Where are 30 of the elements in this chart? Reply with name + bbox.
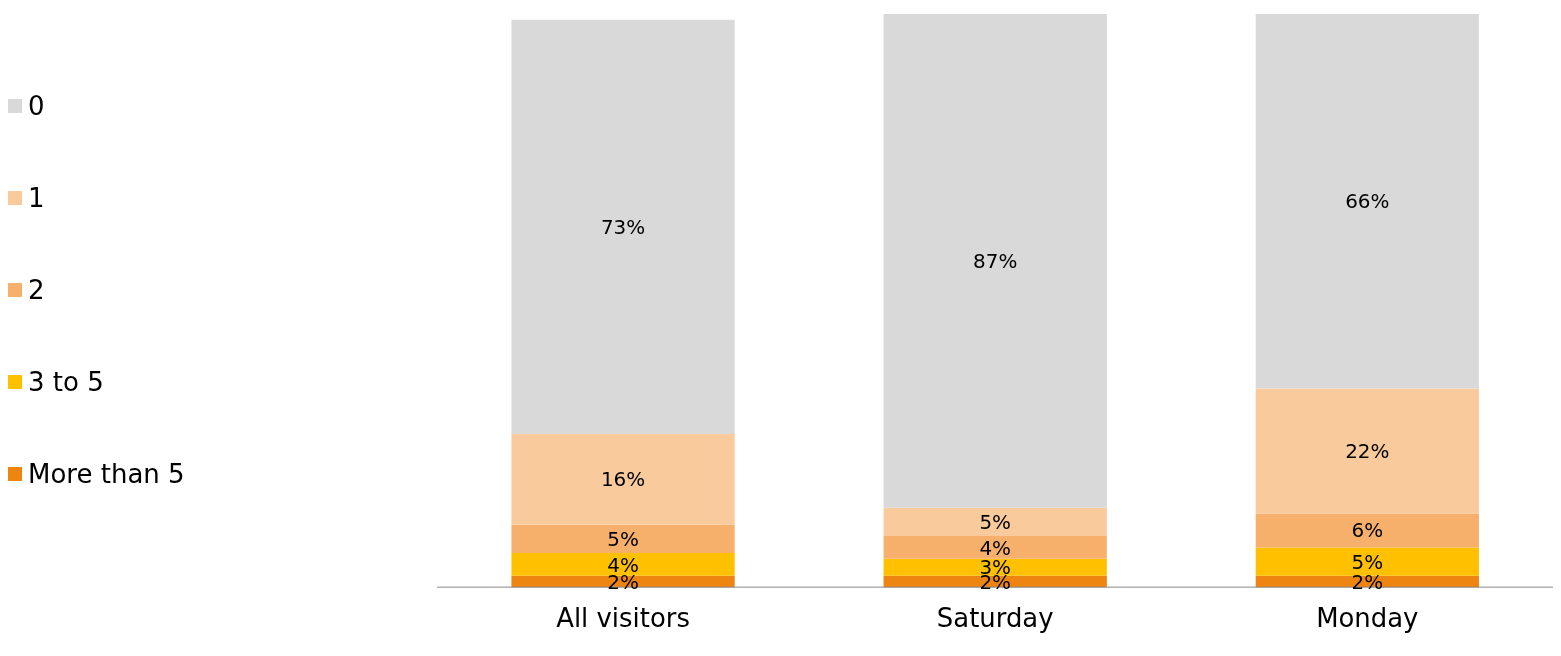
bar [511,553,735,576]
x-tick-label: All visitors [555,603,690,634]
data-label: 5% [1351,550,1383,574]
bar [883,536,1107,559]
legend-label: More than 5 [28,459,185,489]
data-label: 5% [606,528,639,551]
bar [1255,14,1479,389]
legend-label: 3 to 5 [28,367,104,397]
data-label: 87% [972,249,1017,273]
bar [1255,547,1479,576]
data-label: 16% [600,468,645,492]
data-label: 73% [600,215,645,239]
legend-label: 0 [28,91,45,121]
bar [511,433,735,525]
data-label: 4% [979,536,1011,560]
legend-label: 1 [28,183,45,213]
bar [883,14,1107,508]
data-label: 5% [979,510,1011,534]
x-tick-label: Saturday [936,603,1054,634]
data-label: 66% [1344,190,1390,214]
x-tick-label: Monday [1315,603,1419,634]
legend-label: 2 [28,275,45,305]
bar [883,558,1107,576]
bar [883,507,1107,537]
data-label: 22% [1344,440,1390,464]
bar [511,524,735,554]
bar [511,19,735,434]
bar [1255,388,1479,514]
data-label: 6% [1351,519,1383,543]
bar [1255,513,1479,548]
